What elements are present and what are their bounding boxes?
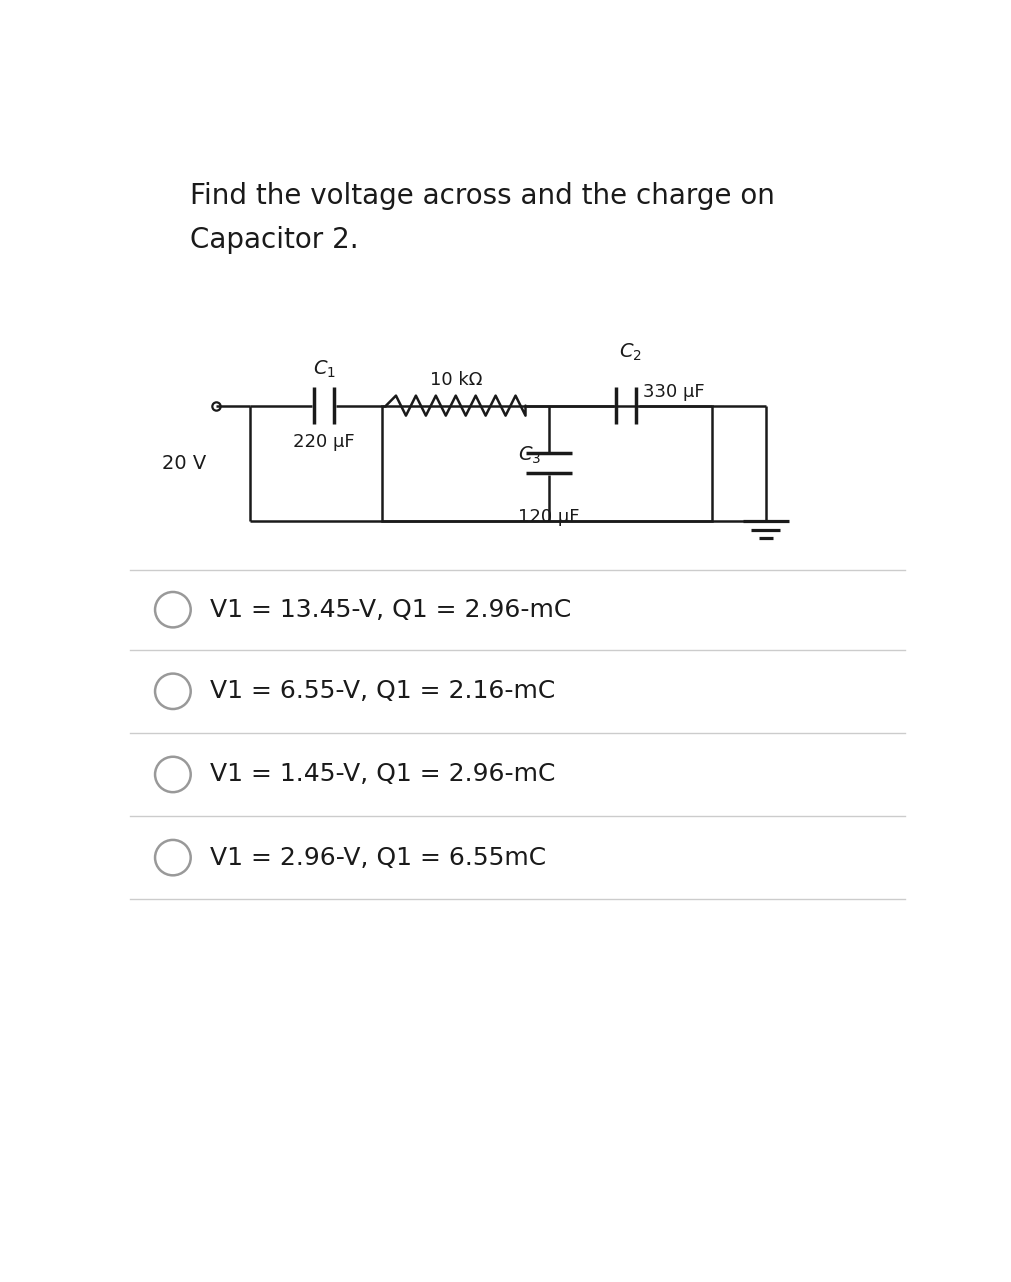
Text: Capacitor 2.: Capacitor 2.	[190, 226, 359, 254]
Text: V1 = 13.45-V, Q1 = 2.96-mC: V1 = 13.45-V, Q1 = 2.96-mC	[210, 597, 571, 622]
Text: 10 kΩ: 10 kΩ	[430, 370, 482, 388]
Text: $C_1$: $C_1$	[312, 359, 336, 381]
Text: V1 = 2.96-V, Q1 = 6.55mC: V1 = 2.96-V, Q1 = 6.55mC	[210, 846, 546, 869]
Text: Find the voltage across and the charge on: Find the voltage across and the charge o…	[190, 182, 774, 210]
Text: V1 = 1.45-V, Q1 = 2.96-mC: V1 = 1.45-V, Q1 = 2.96-mC	[210, 763, 555, 786]
Text: V1 = 6.55-V, Q1 = 2.16-mC: V1 = 6.55-V, Q1 = 2.16-mC	[210, 679, 555, 704]
Text: $C_3$: $C_3$	[518, 445, 541, 467]
Text: 330 μF: 330 μF	[643, 383, 705, 401]
Text: 20 V: 20 V	[162, 454, 206, 473]
Text: 120 μF: 120 μF	[518, 508, 579, 526]
Bar	[382, 405, 712, 520]
Text: $C_2$: $C_2$	[619, 342, 642, 363]
Text: 220 μF: 220 μF	[293, 433, 355, 451]
